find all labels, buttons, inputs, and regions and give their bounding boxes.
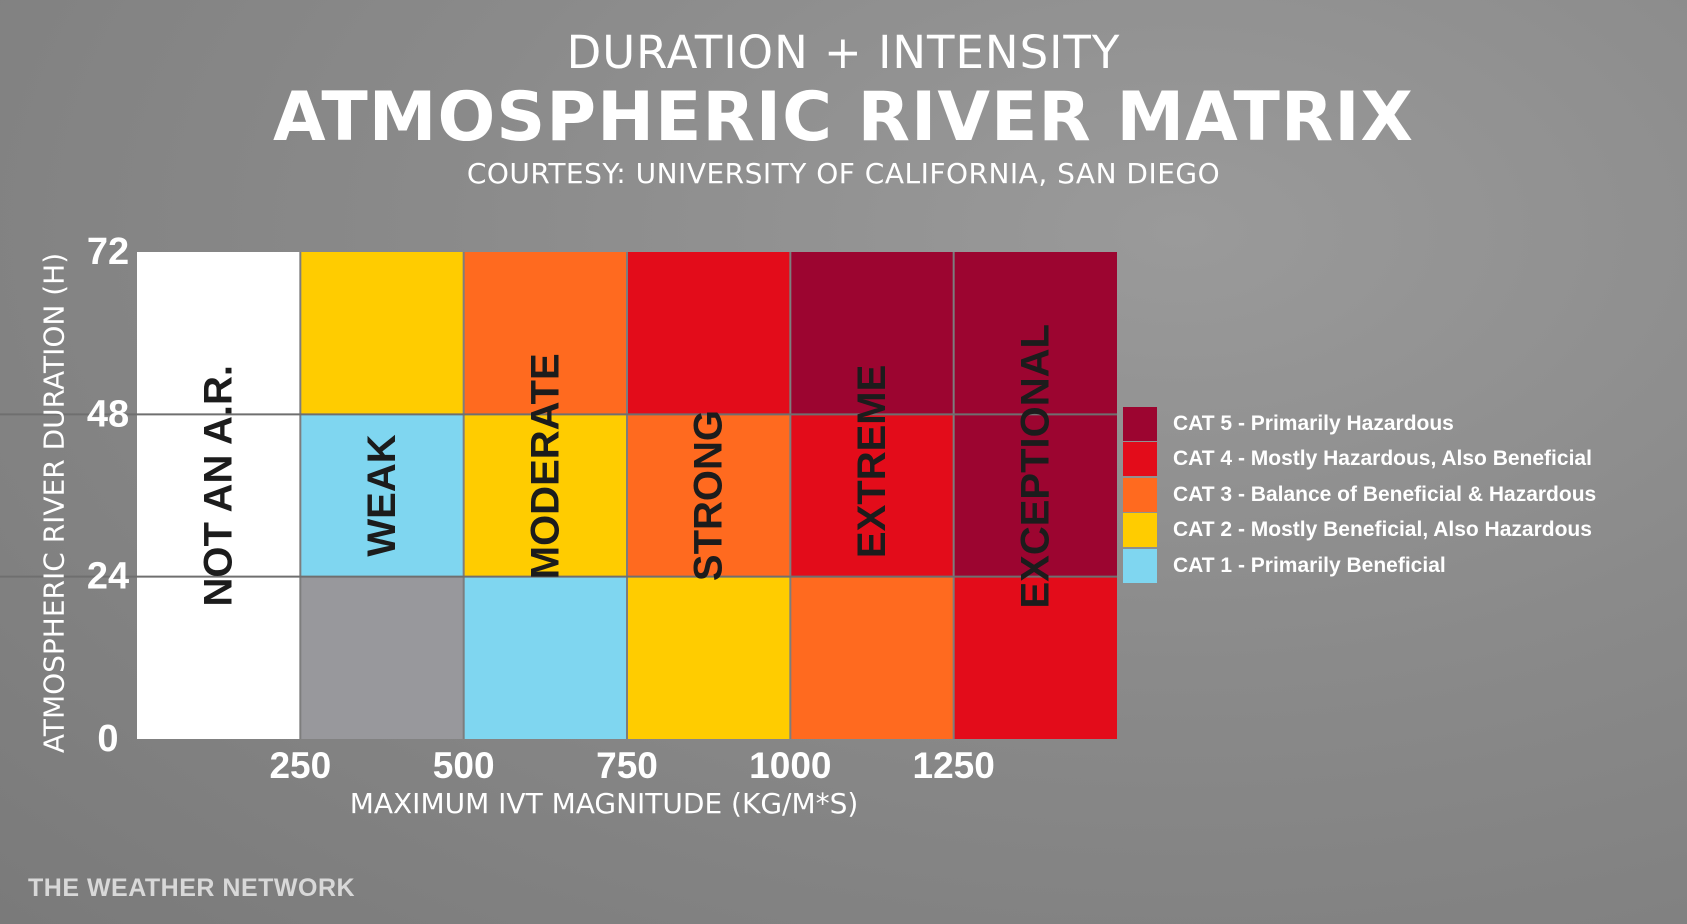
x-axis-label: MAXIMUM IVT MAGNITUDE (KG/M*S) xyxy=(350,787,859,820)
legend-label: CAT 4 - Mostly Hazardous, Also Beneficia… xyxy=(1173,447,1592,471)
legend-label: CAT 5 - Primarily Hazardous xyxy=(1173,411,1454,435)
legend-item-cat-4: CAT 4 - Mostly Hazardous, Also Beneficia… xyxy=(1123,442,1596,478)
legend-swatch xyxy=(1123,406,1157,441)
matrix-cell-1-1 xyxy=(137,576,301,739)
x-tick-label-3: 750 xyxy=(596,745,658,786)
chart-title: ATMOSPHERIC RIVER MATRIX xyxy=(273,78,1414,157)
y-tick-label-4: 72 xyxy=(87,231,129,273)
chart-legend: CAT 5 - Primarily Hazardous CAT 4 - Mostl… xyxy=(1123,406,1596,584)
legend-swatch xyxy=(1123,477,1157,512)
legend-item-cat-2: CAT 2 - Mostly Beneficial, Also Hazardou… xyxy=(1123,513,1596,549)
matrix-cell-6-1 xyxy=(953,576,1117,739)
x-tick-label-4: 1000 xyxy=(749,745,831,786)
matrix-cell-5-3 xyxy=(790,252,954,415)
category-label-4: STRONG xyxy=(687,410,731,581)
x-tick-label-1: 250 xyxy=(269,745,331,786)
category-label-6: EXCEPTIONAL xyxy=(1013,324,1057,608)
matrix-cell-6-2 xyxy=(953,414,1117,577)
x-tick-label-2: 500 xyxy=(433,745,495,786)
matrix-cell-5-1 xyxy=(790,576,954,739)
category-label-5: EXTREME xyxy=(850,365,894,558)
y-tick-label-2: 24 xyxy=(87,556,129,598)
legend-item-cat-5: CAT 5 - Primarily Hazardous xyxy=(1123,406,1596,442)
x-tick-label-5: 1250 xyxy=(913,745,995,786)
matrix-cell-1-2 xyxy=(137,414,301,577)
legend-item-cat-1: CAT 1 - Primarily Beneficial xyxy=(1123,548,1596,584)
category-label-3: MODERATE xyxy=(523,353,567,579)
y-axis-label: ATMOSPHERIC RIVER DURATION (H) xyxy=(38,253,71,753)
legend-label: CAT 3 - Balance of Beneficial & Hazardou… xyxy=(1173,482,1597,506)
matrix-cell-1-3 xyxy=(137,252,301,415)
category-label-2: WEAK xyxy=(360,434,404,556)
matrix-cell-4-3 xyxy=(627,252,791,415)
matrix-cell-2-3 xyxy=(300,252,464,415)
legend-item-cat-3: CAT 3 - Balance of Beneficial & Hazardou… xyxy=(1123,477,1596,513)
matrix-cell-4-1 xyxy=(627,576,791,739)
matrix-cell-6-3 xyxy=(953,252,1117,415)
brand-logo-text: THE WEATHER NETWORK xyxy=(28,874,356,902)
category-label-1: NOT AN A.R. xyxy=(197,365,241,606)
matrix-cell-3-2 xyxy=(463,414,627,577)
y-tick-label-3: 48 xyxy=(87,393,129,435)
legend-swatch xyxy=(1123,442,1157,477)
matrix-cell-5-2 xyxy=(790,414,954,577)
y-tick-label-1: 0 xyxy=(97,718,118,760)
matrix-cell-3-3 xyxy=(463,252,627,415)
legend-label: CAT 2 - Mostly Beneficial, Also Hazardou… xyxy=(1173,518,1592,542)
chart-kicker: DURATION + INTENSITY xyxy=(566,26,1121,79)
legend-swatch xyxy=(1123,513,1157,548)
matrix-cell-2-2 xyxy=(300,414,464,577)
chart-courtesy: COURTESY: UNIVERSITY OF CALIFORNIA, SAN … xyxy=(466,157,1221,190)
legend-label: CAT 1 - Primarily Beneficial xyxy=(1173,553,1446,577)
legend-swatch xyxy=(1123,548,1157,583)
matrix-cell-4-2 xyxy=(627,414,791,577)
matrix-cell-2-1 xyxy=(300,576,464,739)
title-block: DURATION + INTENSITY ATMOSPHERIC RIVER M… xyxy=(0,26,1687,192)
matrix-cell-3-1 xyxy=(463,576,627,739)
